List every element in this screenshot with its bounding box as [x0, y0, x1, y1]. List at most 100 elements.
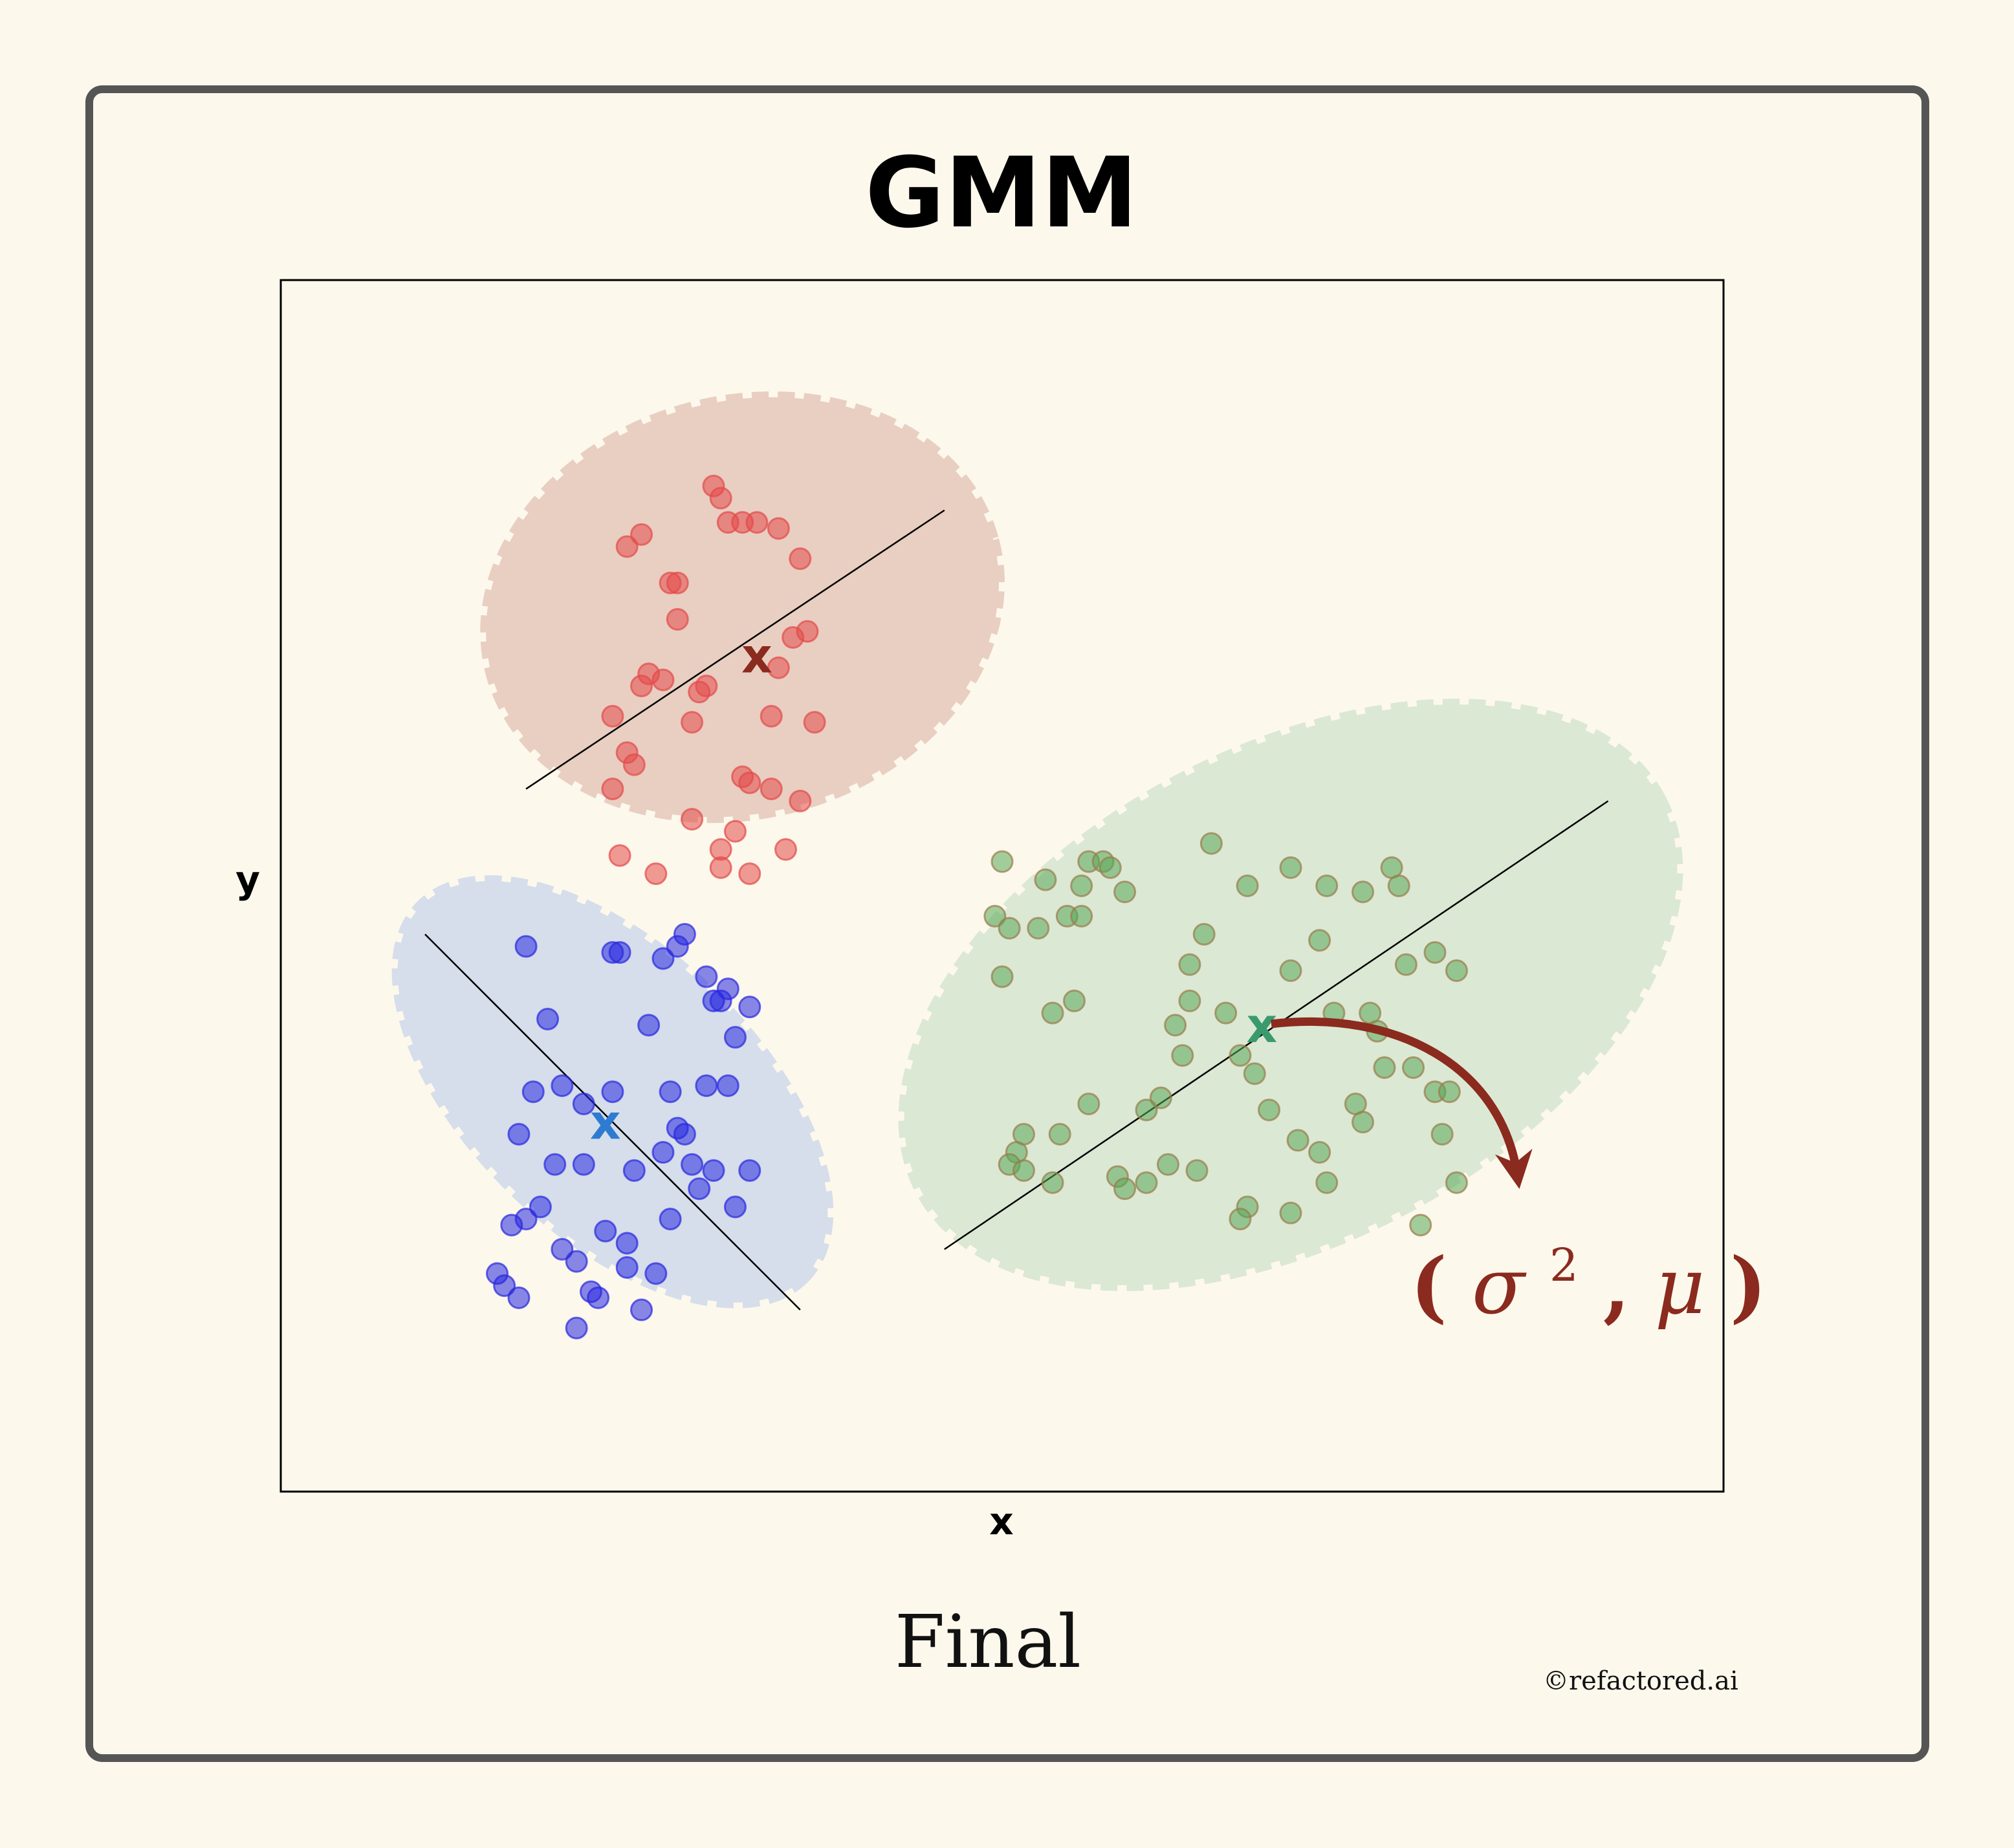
cluster-3-point — [1164, 1014, 1187, 1037]
cluster-3-point — [1149, 1086, 1172, 1109]
cluster-2-point — [543, 1153, 567, 1176]
cluster-3-point — [1445, 959, 1468, 983]
cluster-1-point — [630, 523, 653, 546]
param-sep: , — [1603, 1241, 1630, 1332]
cluster-3-point — [1373, 1056, 1396, 1079]
cluster-2-point — [681, 1153, 704, 1176]
cluster-1-point — [622, 753, 646, 776]
param-sigma: σ — [1472, 1242, 1527, 1332]
cluster-2-point — [521, 1080, 545, 1103]
cluster-2-point — [695, 1074, 718, 1098]
cluster-2-point — [587, 1286, 610, 1309]
cluster-2-point — [659, 1080, 682, 1103]
cluster-1-point — [666, 571, 689, 594]
cluster-1-centroid: x — [741, 629, 772, 684]
cluster-2-point — [738, 1159, 761, 1182]
cluster-3-point — [1352, 1111, 1374, 1134]
cluster-3-point — [1070, 875, 1093, 897]
cluster-3-point — [983, 904, 1007, 928]
cluster-3-point — [1402, 1056, 1425, 1079]
cluster-1-point — [738, 771, 761, 794]
parameter-annotation: ( σ 2 , μ ) — [1410, 1210, 1767, 1332]
data-points — [486, 474, 1468, 1340]
cluster-3-point — [1387, 875, 1410, 897]
cluster-3-point — [1409, 1213, 1432, 1237]
cluster-2-point — [622, 1159, 646, 1182]
cluster-1-point — [666, 607, 689, 631]
cluster-1-point — [745, 511, 769, 534]
cluster-1-point — [767, 517, 790, 540]
cluster-2-point — [572, 1092, 595, 1116]
cluster-2-centroid: x — [590, 1095, 621, 1151]
credit-watermark: ©refactored.ai — [1543, 1666, 1738, 1696]
cluster-3-point — [1012, 1159, 1035, 1182]
cluster-3-point — [1229, 1044, 1252, 1067]
cluster-2-point — [673, 1122, 696, 1146]
cluster-2-point — [594, 1219, 617, 1243]
cluster-2-point — [695, 965, 718, 988]
cluster-2-point — [529, 1195, 552, 1219]
cluster-1-point — [651, 668, 675, 691]
cluster-1-point — [644, 862, 668, 886]
cluster-3-point — [1258, 1098, 1281, 1122]
cluster-3-point — [1113, 1177, 1137, 1201]
cluster-2-point — [536, 1008, 560, 1031]
cluster-3-point — [991, 965, 1014, 988]
cluster-2-point — [500, 1213, 523, 1237]
cluster-2-point — [723, 1195, 747, 1219]
cluster-3-point — [1279, 959, 1302, 983]
cluster-1-point — [767, 656, 790, 679]
cluster-1-ellipse — [480, 391, 1005, 823]
param-mu: μ — [1655, 1242, 1705, 1332]
cluster-3-point — [1315, 875, 1339, 897]
cluster-1-point — [723, 820, 747, 843]
cluster-1-point — [601, 777, 624, 801]
cluster-2-point — [702, 989, 725, 1012]
cluster-1-point — [615, 535, 639, 558]
cluster-3-point — [998, 917, 1021, 940]
cluster-2-point — [723, 1026, 747, 1049]
cluster-3-point — [1178, 989, 1201, 1012]
cluster-2-point — [673, 922, 696, 946]
cluster-3-point — [1063, 989, 1086, 1012]
cluster-1-point — [774, 838, 797, 861]
cluster-2-point — [651, 1141, 675, 1164]
cluster-1-point — [789, 547, 812, 571]
cluster-1-axis-line — [525, 509, 945, 790]
cluster-3-point — [1229, 1208, 1252, 1231]
cluster-3-point — [1308, 1141, 1331, 1164]
cluster-3-point — [1308, 929, 1331, 952]
parameter-arrow — [1271, 1017, 1533, 1190]
cluster-3-point — [1077, 1092, 1100, 1116]
cluster-2-point — [551, 1237, 574, 1261]
cluster-2-point — [493, 1274, 516, 1298]
cluster-1-point — [760, 704, 783, 728]
cluster-2-point — [637, 1014, 661, 1037]
cluster-1-point — [803, 711, 826, 734]
cluster-3-point — [1430, 1122, 1454, 1146]
cluster-3-point — [1027, 917, 1050, 940]
cluster-2-point — [601, 1080, 624, 1103]
cluster-3-point — [1243, 1062, 1266, 1085]
cluster-3-point — [1286, 1129, 1309, 1152]
cluster-2-point — [644, 1262, 668, 1285]
cluster-3-point — [1135, 1171, 1158, 1194]
cluster-2-point — [572, 1153, 595, 1176]
cluster-2-point — [565, 1250, 588, 1273]
cluster-3-point — [1192, 922, 1216, 946]
param-open: ( — [1410, 1241, 1447, 1332]
cluster-2-point — [630, 1298, 653, 1321]
cluster-2-point — [738, 995, 761, 1019]
x-axis-label: x — [989, 1499, 1013, 1543]
cluster-3-point — [1423, 941, 1447, 964]
cluster-3-point — [1394, 953, 1417, 976]
cluster-3-ellipse — [898, 699, 1683, 1292]
cluster-2-point — [659, 1208, 682, 1231]
cluster-2-point — [507, 1122, 531, 1146]
cluster-3-point — [1135, 1098, 1158, 1122]
cluster-3-point — [1113, 880, 1137, 904]
cluster-2-point — [716, 1074, 739, 1098]
param-close: ) — [1730, 1241, 1767, 1332]
cluster-1-point — [738, 862, 761, 886]
cluster-2-point — [565, 1316, 588, 1340]
